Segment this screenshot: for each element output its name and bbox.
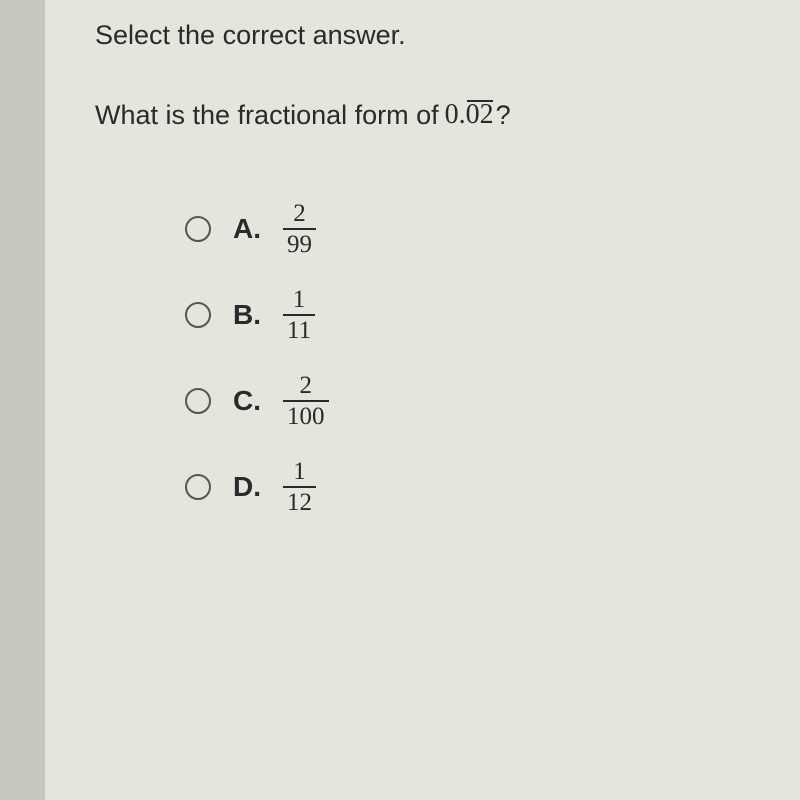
option-label: D. bbox=[233, 471, 283, 503]
option-d[interactable]: D. 1 12 bbox=[185, 459, 740, 515]
question-prefix: What is the fractional form of bbox=[95, 100, 439, 131]
fraction-numerator: 1 bbox=[289, 287, 310, 314]
radio-icon[interactable] bbox=[185, 474, 211, 500]
fraction-numerator: 2 bbox=[289, 201, 310, 228]
fraction-denominator: 99 bbox=[283, 228, 316, 257]
decimal-value: 0.02 bbox=[445, 99, 494, 131]
question-suffix: ? bbox=[496, 100, 511, 131]
fraction-value: 2 100 bbox=[283, 373, 329, 429]
page-left-margin bbox=[0, 0, 45, 800]
decimal-repeating-part: 02 bbox=[466, 99, 494, 131]
fraction-denominator: 11 bbox=[283, 314, 315, 343]
option-label: B. bbox=[233, 299, 283, 331]
option-b[interactable]: B. 1 11 bbox=[185, 287, 740, 343]
fraction-denominator: 12 bbox=[283, 486, 316, 515]
question-page: Select the correct answer. What is the f… bbox=[45, 0, 800, 800]
question-prompt: What is the fractional form of 0.02 ? bbox=[95, 99, 740, 131]
radio-icon[interactable] bbox=[185, 216, 211, 242]
option-label: C. bbox=[233, 385, 283, 417]
option-a[interactable]: A. 2 99 bbox=[185, 201, 740, 257]
option-label: A. bbox=[233, 213, 283, 245]
fraction-value: 1 11 bbox=[283, 287, 315, 343]
radio-icon[interactable] bbox=[185, 388, 211, 414]
fraction-numerator: 2 bbox=[296, 373, 317, 400]
fraction-denominator: 100 bbox=[283, 400, 329, 429]
answer-options: A. 2 99 B. 1 11 C. 2 100 D. bbox=[185, 201, 740, 515]
fraction-numerator: 1 bbox=[289, 459, 310, 486]
radio-icon[interactable] bbox=[185, 302, 211, 328]
decimal-whole: 0. bbox=[445, 99, 466, 131]
instruction-text: Select the correct answer. bbox=[95, 20, 740, 51]
option-c[interactable]: C. 2 100 bbox=[185, 373, 740, 429]
fraction-value: 2 99 bbox=[283, 201, 316, 257]
fraction-value: 1 12 bbox=[283, 459, 316, 515]
